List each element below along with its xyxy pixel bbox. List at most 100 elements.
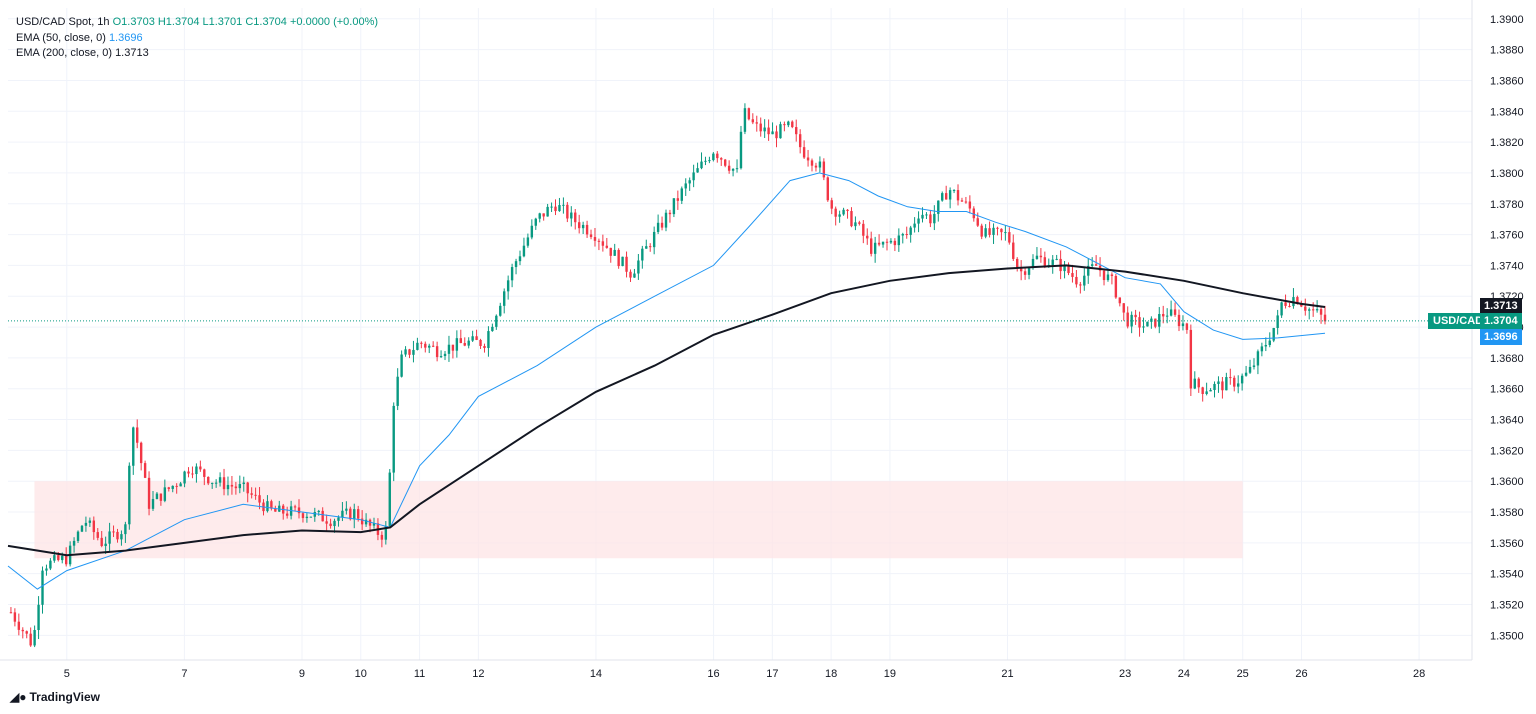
- candle-up: [1252, 365, 1256, 367]
- candle-down: [862, 223, 865, 236]
- candle-down: [747, 108, 751, 120]
- y-tick-label: 1.3600: [1490, 476, 1524, 488]
- candle-down: [1189, 329, 1193, 389]
- candle-down: [207, 476, 210, 484]
- candle-down: [1323, 314, 1327, 322]
- candle-up: [404, 349, 407, 355]
- candle-down: [810, 160, 814, 166]
- candle-down: [1118, 297, 1122, 304]
- candle-up: [1031, 258, 1035, 269]
- candle-down: [96, 532, 99, 538]
- candle-down: [1233, 377, 1236, 387]
- candle-up: [443, 353, 447, 357]
- candle-down: [893, 240, 897, 246]
- candle-down: [802, 147, 806, 158]
- candle-down: [435, 346, 439, 358]
- candle-down: [100, 537, 103, 547]
- candle-up: [210, 482, 214, 484]
- candle-up: [439, 356, 443, 358]
- candle-up: [510, 267, 514, 281]
- y-tick-label: 1.3880: [1490, 45, 1524, 57]
- symbol-tag: USD/CAD: [1428, 313, 1489, 329]
- candle-down: [1071, 273, 1074, 277]
- candle-down: [479, 339, 482, 347]
- candle-up: [1083, 275, 1086, 286]
- candle-down: [357, 509, 360, 519]
- candle-up: [739, 131, 743, 169]
- y-tick-label: 1.3540: [1490, 569, 1524, 581]
- candle-down: [1043, 257, 1047, 267]
- candle-up: [1248, 366, 1252, 373]
- x-tick-label: 16: [707, 668, 719, 680]
- candle-up: [645, 246, 648, 249]
- candle-up: [917, 218, 920, 224]
- candle-up: [1004, 232, 1007, 234]
- candle-down: [1221, 381, 1224, 391]
- candle-down: [609, 247, 612, 256]
- candle-up: [396, 376, 399, 406]
- candle-down: [1185, 323, 1189, 330]
- x-tick-label: 24: [1178, 668, 1190, 680]
- candle-down: [830, 200, 833, 209]
- candle-up: [1051, 259, 1054, 265]
- legend-ema50-row: EMA (50, close, 0) 1.3696: [16, 31, 378, 47]
- candle-up: [873, 242, 877, 254]
- candle-up: [526, 237, 530, 246]
- candle-up: [1236, 383, 1240, 387]
- x-tick-label: 17: [766, 668, 778, 680]
- candle-down: [605, 245, 609, 248]
- candle-down: [301, 513, 305, 519]
- candle-up: [345, 508, 348, 511]
- candle-up: [925, 214, 928, 216]
- candle-up: [696, 168, 699, 173]
- candle-down: [554, 206, 557, 212]
- candle-up: [151, 499, 155, 509]
- candle-down: [593, 237, 597, 241]
- candle-up: [372, 523, 376, 526]
- candle-up: [41, 570, 44, 605]
- candle-up: [416, 342, 419, 350]
- candle-down: [1319, 309, 1323, 315]
- candle-up: [155, 493, 159, 500]
- candle-down: [1110, 274, 1114, 276]
- price-tag: 1.3704: [1480, 313, 1522, 329]
- candle-up: [704, 160, 707, 162]
- candle-up: [613, 249, 616, 256]
- candle-up: [1272, 327, 1275, 341]
- x-tick-label: 12: [472, 668, 484, 680]
- candle-down: [199, 466, 202, 470]
- candle-down: [1094, 264, 1098, 266]
- candle-up: [652, 231, 656, 248]
- candle-up: [518, 256, 522, 262]
- candle-up: [992, 227, 995, 235]
- candle-up: [214, 482, 218, 484]
- candle-down: [1000, 228, 1003, 233]
- candle-down: [325, 521, 328, 524]
- tradingview-logo[interactable]: ◢● TradingView: [10, 690, 100, 704]
- x-tick-label: 14: [590, 668, 602, 680]
- candle-down: [1177, 314, 1181, 327]
- candle-up: [499, 305, 502, 316]
- candle-up: [400, 354, 403, 377]
- candle-down: [597, 240, 601, 242]
- candle-down: [1008, 232, 1011, 243]
- candle-up: [491, 326, 494, 332]
- chart-grid: [8, 8, 1472, 660]
- candle-up: [455, 338, 459, 351]
- candle-up: [1193, 378, 1196, 389]
- candle-up: [909, 227, 912, 235]
- candle-up: [1169, 309, 1173, 316]
- candle-down: [972, 208, 976, 219]
- candle-down: [321, 510, 324, 522]
- candle-up: [37, 604, 40, 631]
- candle-down: [9, 612, 13, 614]
- candle-up: [550, 206, 553, 208]
- candle-down: [791, 121, 794, 128]
- y-tick-label: 1.3780: [1490, 199, 1524, 211]
- candle-up: [45, 568, 48, 571]
- candle-up: [708, 160, 711, 162]
- candle-up: [305, 516, 309, 519]
- candle-down: [431, 345, 435, 347]
- candle-up: [558, 205, 561, 212]
